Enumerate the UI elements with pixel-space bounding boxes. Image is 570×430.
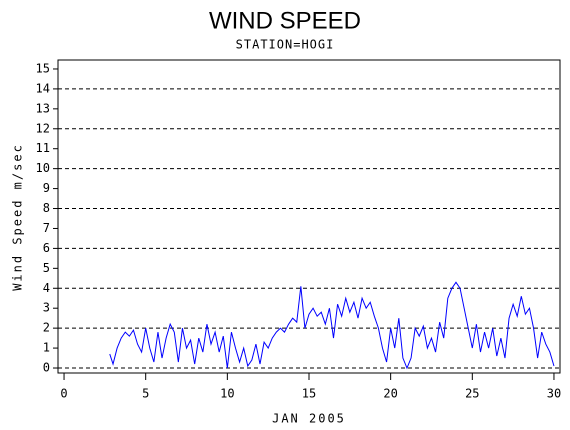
y-tick-label: 1 (43, 341, 50, 355)
y-tick-label: 10 (36, 161, 50, 175)
y-tick-label: 15 (36, 61, 50, 75)
plot-frame (57, 59, 561, 374)
y-axis-label: Wind Speed m/sec (11, 143, 25, 291)
x-tick-label: 20 (383, 387, 397, 401)
y-tick-label: 6 (43, 241, 50, 255)
y-tick-label: 13 (36, 101, 50, 115)
y-tick-label: 3 (43, 301, 50, 315)
chart-title: WIND SPEED (209, 7, 361, 34)
x-tick-label: 5 (142, 387, 149, 401)
y-tick-label: 8 (43, 201, 50, 215)
y-tick-label: 14 (36, 81, 50, 95)
y-tick-label: 0 (43, 361, 50, 375)
y-tick-label: 11 (36, 141, 50, 155)
y-tick-label: 7 (43, 221, 50, 235)
y-tick-label: 9 (43, 181, 50, 195)
x-tick-label: 25 (465, 387, 479, 401)
chart-subtitle: STATION=HOGI (236, 38, 335, 52)
x-tick-label: 30 (547, 387, 561, 401)
y-tick-label: 12 (36, 121, 50, 135)
x-tick-label: 0 (60, 387, 67, 401)
y-tick-label: 4 (43, 281, 50, 295)
x-tick-label: 15 (302, 387, 316, 401)
y-tick-label: 5 (43, 261, 50, 275)
y-tick-label: 2 (43, 321, 50, 335)
x-axis-label: JAN 2005 (272, 412, 346, 426)
data-line (109, 281, 555, 370)
x-tick-label: 10 (220, 387, 234, 401)
